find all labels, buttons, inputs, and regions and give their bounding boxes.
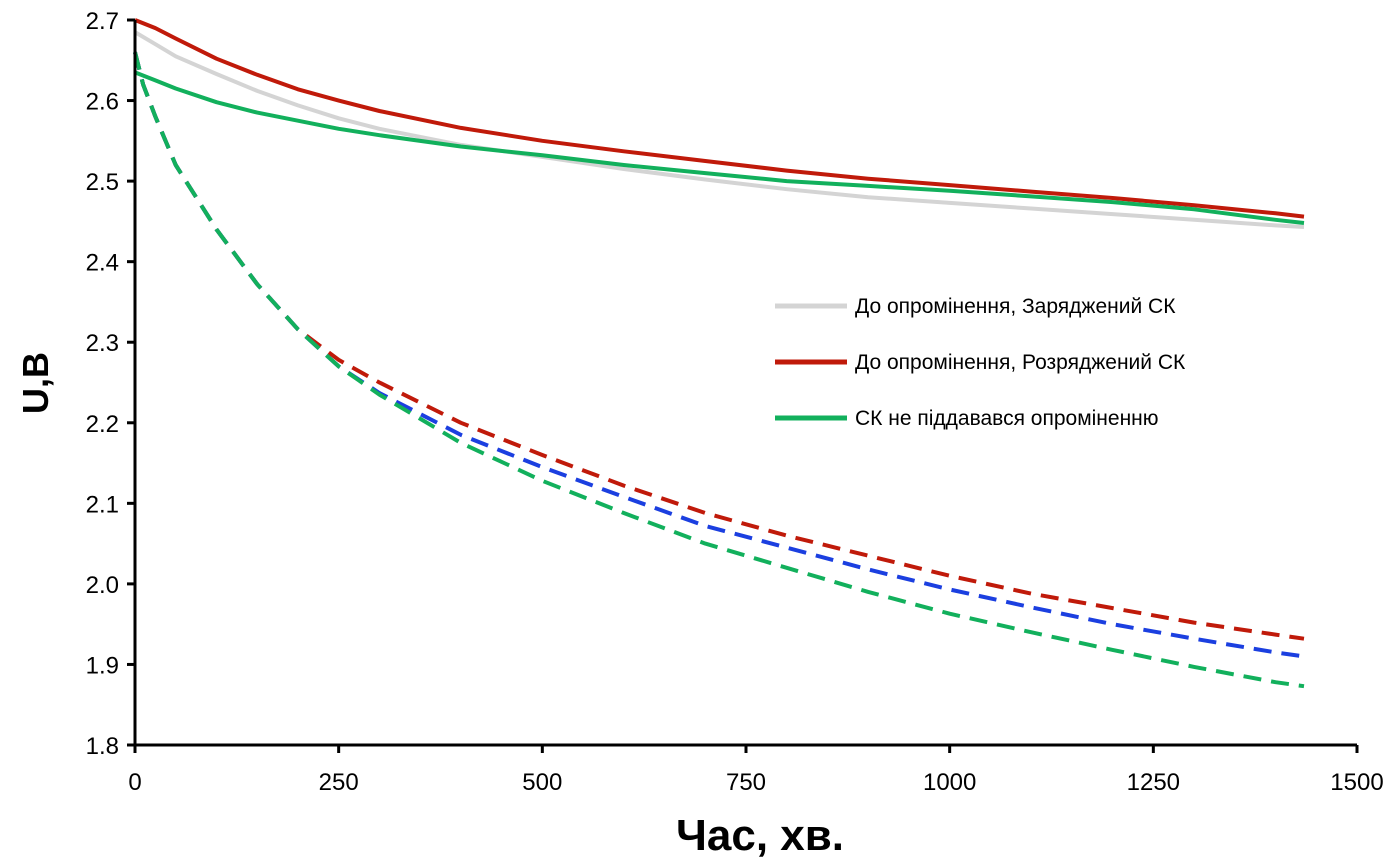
series-line-4	[133, 51, 1305, 641]
x-tick-label-5: 1250	[1127, 769, 1180, 796]
y-tick-label-7: 2.5	[86, 169, 119, 196]
x-tick-label-1: 250	[319, 769, 359, 796]
x-tick-label-4: 1000	[923, 769, 976, 796]
y-tick-label-1: 1.9	[86, 652, 119, 679]
legend-label-3: СК не піддавався опроміненню	[855, 407, 1159, 430]
series-line-1	[133, 30, 1305, 229]
legend: До опромінення, Заряджений СК До опроміне…	[775, 295, 1186, 430]
y-tick-label-8: 2.6	[86, 89, 119, 116]
x-tick-label-3: 750	[726, 769, 766, 796]
y-axis-title: U,В	[15, 352, 56, 414]
series-line-2	[134, 18, 1305, 219]
y-tick-label-6: 2.4	[86, 250, 119, 277]
series-line-3	[134, 70, 1305, 225]
x-tick-label-2: 500	[522, 769, 562, 796]
x-tick-label-0: 0	[128, 769, 141, 796]
y-tick-label-2: 2.0	[86, 572, 119, 599]
y-tick-label-0: 1.8	[86, 733, 119, 760]
y-tick-label-5: 2.3	[86, 330, 119, 357]
y-tick-label-9: 2.7	[86, 8, 119, 35]
legend-label-2: До опромінення, Розряджений СК	[855, 351, 1186, 374]
y-tick-label-3: 2.1	[86, 491, 119, 518]
ticks-layer: 0 250 500 750 1000 1250 1500 1.8 1.9 2.0 2.1 2.2 2.3…	[86, 8, 1384, 796]
x-tick-label-6: 1500	[1330, 769, 1383, 796]
y-tick-label-4: 2.2	[86, 411, 119, 438]
legend-label-1: До опромінення, Заряджений СК	[855, 295, 1176, 318]
series-layer	[133, 18, 1305, 689]
x-axis-title: Час, хв.	[676, 811, 844, 860]
series-line-6	[133, 51, 1305, 689]
series-line-5	[133, 51, 1305, 659]
